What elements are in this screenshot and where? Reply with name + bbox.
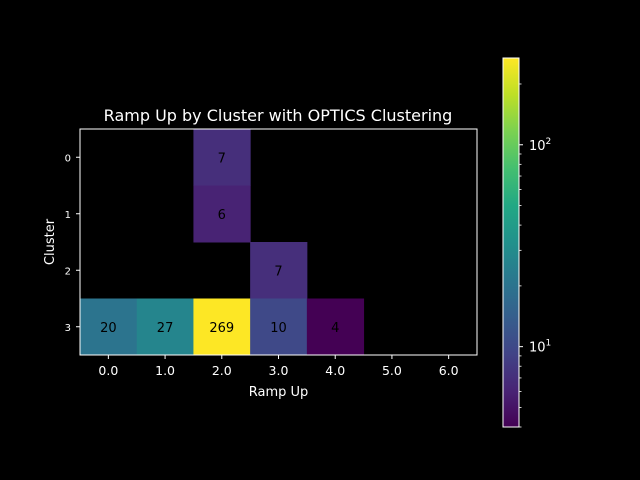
x-tick-label: 5.0 (382, 363, 402, 378)
heatmap-cell (250, 242, 308, 299)
x-tick-label: 3.0 (269, 363, 289, 378)
heatmap-cell (80, 298, 138, 356)
cell-value-label: 10 (270, 321, 287, 336)
x-tick-label: 4.0 (325, 363, 345, 378)
x-axis-ticks: 0.0 1.0 2.0 3.0 4.0 5.0 6.0 (98, 355, 459, 378)
cell-value-label: 20 (100, 321, 117, 336)
heatmap-cell (306, 298, 365, 356)
colorbar (503, 58, 519, 427)
colorbar-frame (502, 57, 520, 428)
colorbar-ticks: 101 102 (519, 83, 551, 428)
x-axis-label: Ramp Up (249, 385, 309, 400)
x-tick-label: 0.0 (98, 363, 118, 378)
y-tick-label: 2 (65, 266, 71, 277)
heatmap-cell (250, 298, 308, 356)
heatmap-cell (136, 298, 194, 356)
colorbar-tick-label: 102 (529, 137, 551, 154)
x-tick-label: 2.0 (212, 363, 232, 378)
heatmap-cell (193, 185, 251, 243)
chart-title: Ramp Up by Cluster with OPTICS Clusterin… (104, 106, 453, 125)
y-axis-ticks: 0 1 2 3 (65, 153, 80, 334)
cell-value-label: 27 (157, 321, 174, 336)
heatmap-cell (193, 298, 251, 356)
heatmap-cell (193, 129, 251, 186)
x-tick-label: 6.0 (439, 363, 459, 378)
y-tick-label: 1 (65, 210, 71, 221)
cell-value-label: 6 (218, 208, 226, 223)
y-tick-label: 3 (65, 323, 71, 334)
heatmap-cells: 7 6 7 20 27 269 10 4 (80, 129, 365, 356)
cell-value-label: 269 (209, 321, 234, 336)
y-axis-label: Cluster (43, 218, 58, 265)
cell-value-label: 7 (274, 264, 282, 279)
colorbar-tick-label: 101 (529, 339, 551, 356)
x-tick-label: 1.0 (155, 363, 175, 378)
cell-value-label: 7 (218, 151, 226, 166)
y-tick-label: 0 (65, 153, 71, 164)
cell-value-label: 4 (331, 321, 339, 336)
